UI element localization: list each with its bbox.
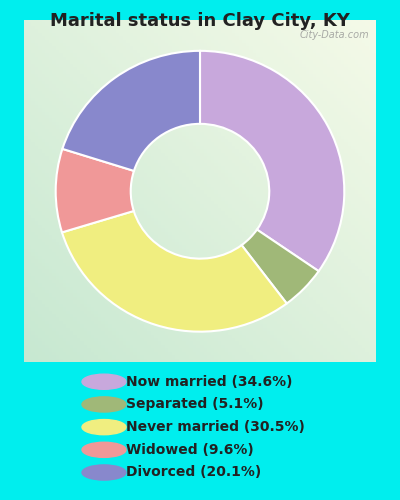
Circle shape	[82, 420, 126, 434]
Wedge shape	[56, 149, 134, 232]
Circle shape	[82, 442, 126, 458]
Text: City-Data.com: City-Data.com	[299, 30, 369, 40]
Text: Widowed (9.6%): Widowed (9.6%)	[126, 443, 254, 457]
Text: Separated (5.1%): Separated (5.1%)	[126, 398, 264, 411]
Text: Never married (30.5%): Never married (30.5%)	[126, 420, 305, 434]
Circle shape	[82, 465, 126, 480]
Wedge shape	[200, 51, 344, 271]
Wedge shape	[242, 230, 319, 304]
Circle shape	[82, 374, 126, 390]
Circle shape	[82, 397, 126, 412]
Text: Now married (34.6%): Now married (34.6%)	[126, 375, 292, 389]
Wedge shape	[62, 51, 200, 171]
Wedge shape	[62, 211, 287, 332]
Text: Divorced (20.1%): Divorced (20.1%)	[126, 466, 261, 479]
Text: Marital status in Clay City, KY: Marital status in Clay City, KY	[50, 12, 350, 30]
